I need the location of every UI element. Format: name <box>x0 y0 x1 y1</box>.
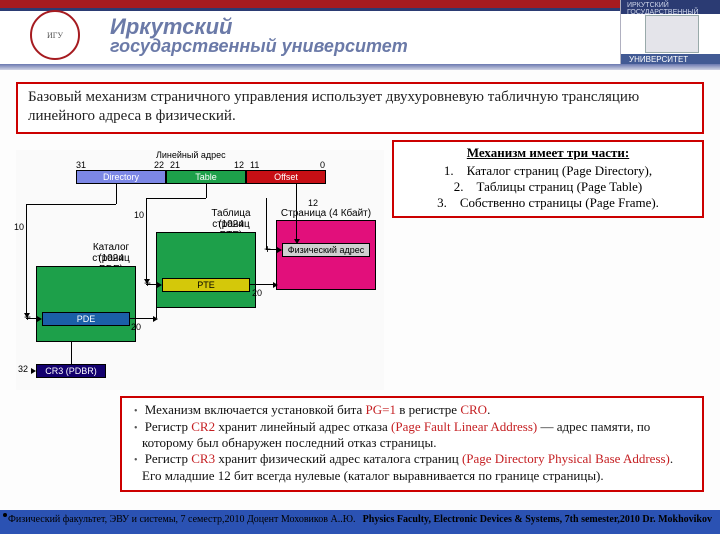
plus-1: + <box>24 310 31 324</box>
wire-dir-v <box>116 184 117 204</box>
bus-12-label: 12 <box>308 198 318 208</box>
field-table: Table <box>166 170 246 184</box>
header-block-small: ИРКУТСКИЙ ГОСУДАРСТВЕННЫЙ <box>627 2 720 16</box>
mechanism-list: 1. Каталог страниц (Page Directory), 2. … <box>400 163 696 211</box>
bit-22: 22 <box>154 160 164 170</box>
footer-right: Physics Faculty, Electronic Devices & Sy… <box>363 515 712 525</box>
bus-20a-label: 20 <box>131 322 141 332</box>
field-offset: Offset <box>246 170 326 184</box>
footer-left: Физический факультет, ЭВУ и системы, 7 с… <box>8 515 355 525</box>
wire-tab-v2 <box>146 198 147 282</box>
note-1: Механизм включается установкой бита PG=1… <box>130 402 694 419</box>
bit-11: 11 <box>250 160 259 170</box>
wire-pde-up <box>156 308 157 318</box>
linear-addr-label: Линейный адрес <box>156 150 226 160</box>
mechanism-item-3: 3. Собственно страницы (Page Frame). <box>400 195 696 211</box>
plus-2: + <box>144 276 151 290</box>
bit-0: 0 <box>320 160 325 170</box>
mechanism-item-2: 2. Таблицы страниц (Page Table) <box>400 179 696 195</box>
plus-3: + <box>264 242 271 256</box>
wire-off-v <box>296 184 297 242</box>
mechanism-box: Механизм имеет три части: 1. Каталог стр… <box>392 140 704 218</box>
cr3-block: CR3 (PDBR) <box>36 364 106 378</box>
bus-32-label: 32 <box>18 364 28 374</box>
intro-text: Базовый механизм страничного управления … <box>28 88 692 126</box>
wire-pte-out <box>250 284 276 285</box>
note-2: Регистр CR2 хранит линейный адрес отказа… <box>130 419 694 452</box>
header-title-line2: государственный университет <box>110 36 408 57</box>
mechanism-title: Механизм имеет три части: <box>400 145 696 161</box>
header-gradient <box>0 64 720 70</box>
bit-12: 12 <box>234 160 244 170</box>
wire-tab-h <box>146 198 206 199</box>
wire-dir-h <box>26 204 116 205</box>
intro-box: Базовый механизм страничного управления … <box>16 82 704 134</box>
header-block-image <box>645 15 699 53</box>
page-title: Страница (4 Кбайт) <box>276 208 376 219</box>
bus-20b-label: 20 <box>252 288 262 298</box>
mechanism-item-1: 1. Каталог страниц (Page Directory), <box>400 163 696 179</box>
notes-box: Механизм включается установкой бита PG=1… <box>120 396 704 492</box>
catalog-title: Каталог страниц(1024 PDE) <box>36 242 136 253</box>
bus-10a-label: 10 <box>14 222 24 232</box>
field-directory: Directory <box>76 170 166 184</box>
header-right-block: ИРКУТСКИЙ ГОСУДАРСТВЕННЫЙ УНИВЕРСИТЕТ <box>620 0 720 64</box>
bit-21: 21 <box>170 160 180 170</box>
header: ИГУ Иркутский государственный университе… <box>0 0 720 64</box>
bit-31: 31 <box>76 160 86 170</box>
bus-10b-label: 10 <box>134 210 144 220</box>
pde-row: PDE <box>42 312 130 326</box>
header-stripe-red <box>0 0 634 8</box>
footer-bullet-icon <box>3 513 7 517</box>
pte-row: PTE <box>162 278 250 292</box>
wire-pde-out <box>130 318 156 319</box>
wire-tab-v <box>206 184 207 198</box>
diagram: Линейный адрес 31 22 21 12 11 0 Director… <box>16 150 384 390</box>
wire-dir-v2 <box>26 204 27 316</box>
page-table-block <box>156 232 256 308</box>
wire-cr3-v <box>71 342 72 364</box>
university-logo: ИГУ <box>30 10 80 60</box>
page-table-title: Таблица страниц(1024 PTE) <box>156 208 256 219</box>
note-3: Регистр CR3 хранит физический адрес ката… <box>130 451 694 484</box>
header-stripe-blue <box>0 8 634 11</box>
catalog-block <box>36 266 136 342</box>
footer: Физический факультет, ЭВУ и системы, 7 с… <box>0 510 720 534</box>
header-block-text: УНИВЕРСИТЕТ <box>629 55 688 64</box>
